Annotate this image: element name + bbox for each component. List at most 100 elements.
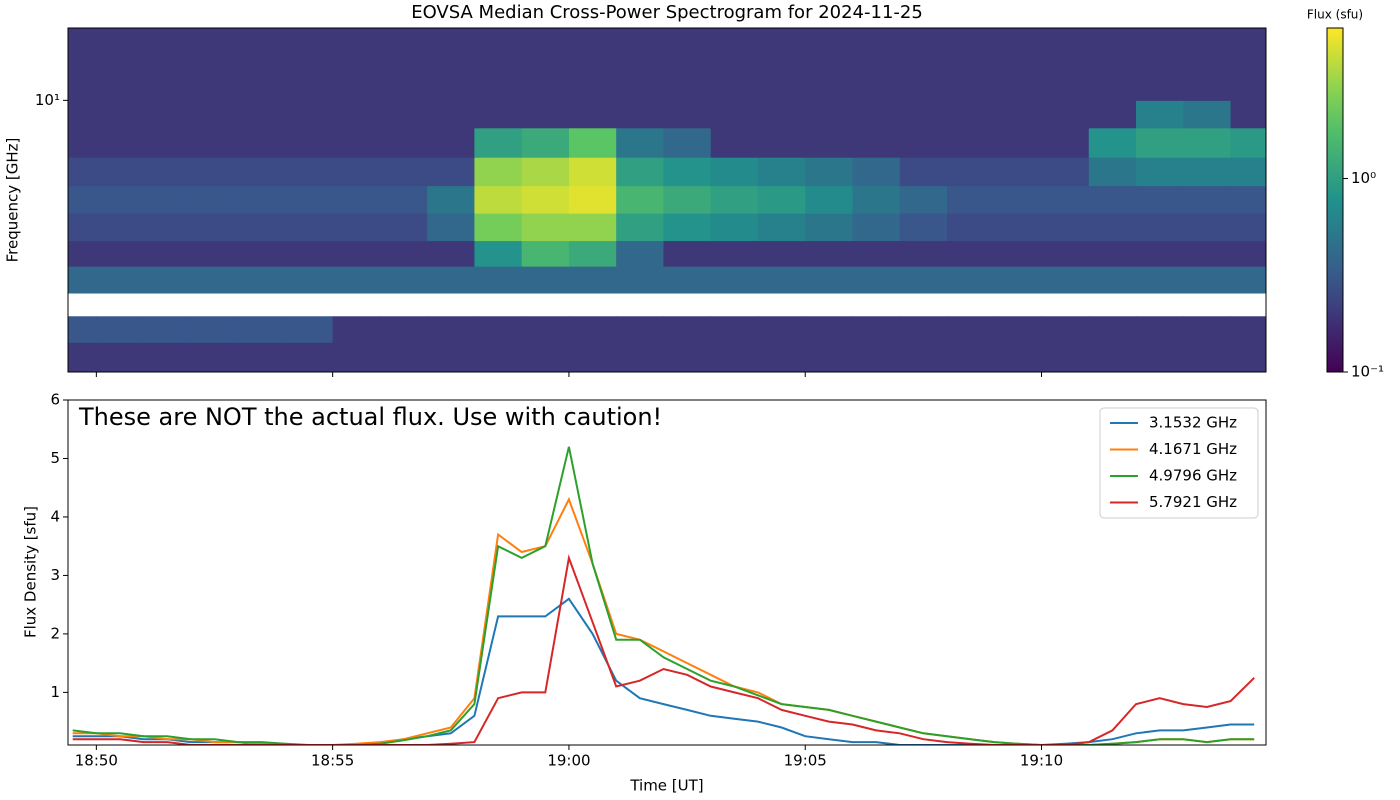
heat-cell bbox=[663, 100, 712, 129]
heat-cell bbox=[852, 342, 901, 372]
heat-cell bbox=[757, 342, 806, 372]
colorbar-tick-label: 10⁻¹ bbox=[1351, 363, 1384, 381]
x-tick-label: 19:05 bbox=[784, 752, 827, 770]
heat-cell bbox=[379, 240, 428, 267]
heat-cell bbox=[96, 213, 145, 242]
heat-cell bbox=[96, 68, 145, 101]
heat-cell bbox=[285, 157, 334, 187]
heat-cell bbox=[68, 68, 97, 101]
heat-cell bbox=[379, 157, 428, 187]
heat-cell bbox=[1136, 316, 1184, 343]
heat-cell bbox=[521, 266, 570, 294]
heat-cell bbox=[994, 68, 1043, 101]
heat-cell bbox=[1088, 240, 1137, 267]
heat-cell bbox=[1183, 157, 1232, 187]
y-tick-label: 3 bbox=[50, 566, 60, 584]
heat-cell bbox=[96, 316, 145, 343]
heat-cell bbox=[143, 213, 192, 242]
heat-cell bbox=[1041, 213, 1090, 242]
heat-cell bbox=[947, 157, 995, 187]
heat-cell bbox=[1136, 127, 1184, 158]
heat-cell bbox=[521, 342, 570, 372]
legend-label: 4.1671 GHz bbox=[1149, 440, 1237, 458]
heat-cell bbox=[238, 240, 286, 267]
heat-cell bbox=[1041, 342, 1090, 372]
heat-cell bbox=[947, 68, 995, 101]
heat-cell bbox=[143, 266, 192, 294]
heat-cell bbox=[757, 213, 806, 242]
heat-cell bbox=[1136, 68, 1184, 101]
heat-cell bbox=[379, 316, 428, 343]
heat-cell bbox=[852, 240, 901, 267]
heat-cell bbox=[899, 316, 948, 343]
heat-cell bbox=[427, 100, 475, 129]
x-tick-label: 18:50 bbox=[75, 752, 118, 770]
heat-cell bbox=[757, 185, 806, 214]
heat-cell bbox=[568, 157, 617, 187]
heat-cell bbox=[1183, 342, 1232, 372]
heat-cell bbox=[568, 266, 617, 294]
heat-cell bbox=[474, 240, 523, 267]
heat-cell bbox=[1183, 127, 1232, 158]
heat-cell bbox=[1136, 240, 1184, 267]
heat-cell bbox=[852, 127, 901, 158]
heat-cell bbox=[332, 68, 381, 101]
heat-cell bbox=[1183, 316, 1232, 343]
heat-cell bbox=[1088, 342, 1137, 372]
heat-cell bbox=[143, 28, 192, 69]
heat-cell bbox=[1041, 68, 1090, 101]
heat-cell bbox=[994, 157, 1043, 187]
heat-cell bbox=[947, 100, 995, 129]
series-line bbox=[72, 496, 1255, 745]
heat-cell bbox=[852, 185, 901, 214]
heat-cell bbox=[568, 213, 617, 242]
heat-cell bbox=[521, 316, 570, 343]
heat-cell bbox=[616, 240, 664, 267]
heat-cell bbox=[68, 266, 97, 294]
heat-cell bbox=[852, 316, 901, 343]
heat-cell bbox=[285, 28, 334, 69]
colorbar bbox=[1326, 27, 1344, 373]
heat-cell bbox=[994, 213, 1043, 242]
heat-cell bbox=[616, 68, 664, 101]
heat-cell bbox=[994, 240, 1043, 267]
heat-cell bbox=[521, 213, 570, 242]
heat-cell bbox=[616, 157, 664, 187]
heat-cell bbox=[805, 28, 853, 69]
heat-cell bbox=[710, 100, 759, 129]
heat-cell bbox=[757, 68, 806, 101]
annotation: These are NOT the actual flux. Use with … bbox=[78, 403, 662, 431]
heat-cell bbox=[852, 266, 901, 294]
heat-cell bbox=[143, 342, 192, 372]
heat-cell bbox=[96, 157, 145, 187]
heat-cell bbox=[805, 240, 853, 267]
heat-cell bbox=[663, 213, 712, 242]
plot-frame bbox=[67, 399, 1267, 746]
heat-cell bbox=[96, 100, 145, 129]
heat-cell bbox=[68, 240, 97, 267]
heat-cell bbox=[616, 100, 664, 129]
legend-box bbox=[1099, 407, 1259, 519]
heat-cell bbox=[285, 185, 334, 214]
heat-cell bbox=[427, 28, 475, 69]
heat-cell bbox=[663, 127, 712, 158]
heat-cell bbox=[427, 68, 475, 101]
legend-label: 4.9796 GHz bbox=[1149, 467, 1237, 485]
heat-cell bbox=[474, 68, 523, 101]
heat-cell bbox=[805, 68, 853, 101]
heat-cell bbox=[96, 240, 145, 267]
heat-cell bbox=[1230, 266, 1266, 294]
heat-cell bbox=[238, 100, 286, 129]
y-tick-label: 2 bbox=[50, 624, 60, 642]
heat-cell bbox=[899, 213, 948, 242]
heat-cell bbox=[332, 127, 381, 158]
heat-cell bbox=[994, 185, 1043, 214]
x-axis-label: Time [UT] bbox=[629, 777, 703, 795]
heat-cell bbox=[663, 240, 712, 267]
heat-cell bbox=[379, 342, 428, 372]
heat-cell bbox=[1088, 157, 1137, 187]
heat-cell bbox=[568, 342, 617, 372]
heat-cell bbox=[143, 127, 192, 158]
heat-cell bbox=[190, 266, 239, 294]
y-axis-label: Flux Density [sfu] bbox=[22, 506, 40, 638]
